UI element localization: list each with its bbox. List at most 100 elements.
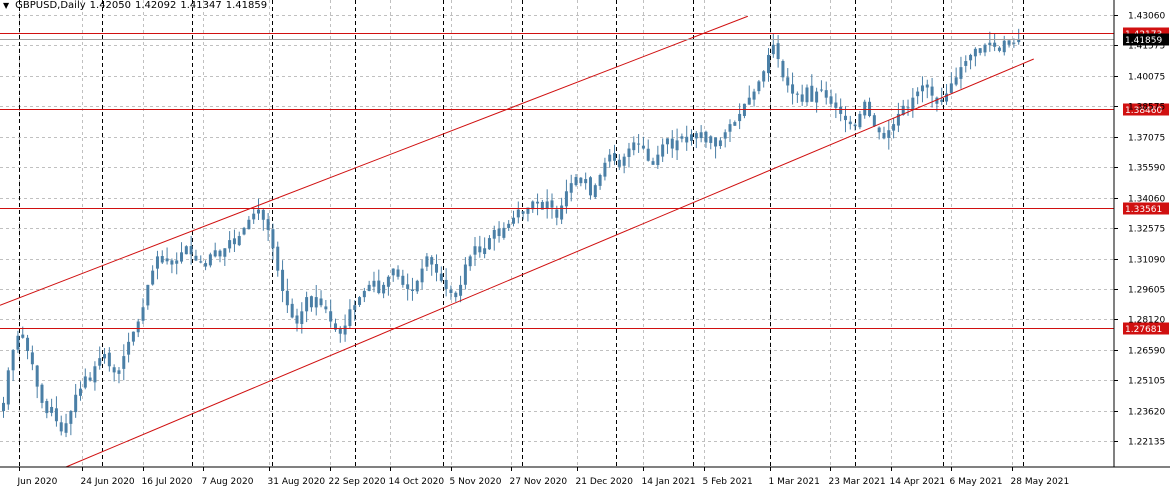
candle	[853, 122, 857, 131]
candle	[232, 229, 236, 252]
xtick-label: 1 Mar 2021	[769, 477, 820, 487]
candle	[795, 91, 799, 103]
candle	[305, 291, 309, 323]
candle	[824, 81, 828, 105]
candle	[11, 349, 15, 382]
candle	[723, 129, 727, 148]
candle	[959, 56, 963, 89]
candle	[382, 282, 386, 299]
ytick-label: 1.25105	[1128, 377, 1165, 387]
candle	[6, 367, 10, 410]
candle	[791, 72, 795, 105]
session-separators	[19, 0, 1024, 467]
candle	[1017, 28, 1021, 45]
candle	[35, 364, 39, 399]
candle	[805, 84, 809, 107]
dropdown-arrow-icon: ▼	[3, 1, 10, 10]
channel-line-lower[interactable]	[65, 58, 1034, 468]
candle	[637, 134, 641, 153]
candle	[266, 213, 270, 242]
ohlc-low: 1.41347	[180, 0, 222, 11]
candle	[848, 115, 852, 130]
candle	[141, 298, 145, 325]
xtick-label: 24 Jun 2020	[81, 477, 135, 487]
candle	[593, 183, 597, 199]
xtick-label: 7 Aug 2020	[202, 477, 254, 487]
candle	[2, 396, 5, 418]
level-price-badge	[1123, 103, 1169, 116]
candle	[30, 345, 34, 371]
candle	[545, 189, 549, 219]
candle	[512, 210, 515, 227]
xtick-label: 23 Mar 2021	[829, 477, 886, 487]
candle	[1007, 40, 1011, 48]
candle	[969, 53, 973, 70]
candle	[401, 269, 405, 288]
candle	[213, 242, 217, 258]
candle	[26, 334, 30, 360]
candle	[762, 70, 766, 88]
candle	[901, 99, 905, 116]
candle	[223, 248, 227, 266]
candle	[949, 72, 953, 95]
candle	[964, 55, 968, 73]
ohlc-open: 1.42050	[89, 0, 132, 11]
chart-symbol-header: ▼ GBPUSD,Daily 1.42050 1.42092 1.41347 1.4185…	[3, 0, 267, 11]
candle	[483, 237, 487, 259]
candle	[536, 193, 540, 216]
candle	[271, 223, 275, 261]
candle	[598, 173, 602, 190]
candle	[526, 207, 530, 222]
candle	[160, 250, 164, 265]
candle	[439, 266, 443, 283]
candle	[829, 89, 833, 108]
candle	[194, 249, 198, 262]
candle	[973, 47, 977, 67]
candle	[800, 84, 804, 106]
candle	[502, 222, 506, 240]
last-price-label: 1.41859	[1125, 36, 1162, 46]
channel-line-upper[interactable]	[0, 15, 748, 306]
candle	[353, 300, 357, 321]
candle	[459, 275, 463, 303]
candle	[309, 295, 313, 312]
candle	[521, 211, 525, 220]
candle	[180, 242, 184, 264]
ytick-label: 1.43060	[1128, 12, 1165, 22]
candle	[333, 318, 337, 332]
candle	[531, 200, 535, 213]
candle	[718, 137, 722, 149]
candle	[516, 201, 520, 224]
candle	[218, 249, 222, 263]
xtick-label: 6 May 2021	[950, 477, 1003, 487]
candle	[579, 177, 583, 187]
candle	[208, 252, 212, 268]
candle	[930, 77, 934, 108]
candle	[199, 255, 203, 264]
ytick-label: 1.22135	[1128, 438, 1165, 448]
candle	[151, 265, 155, 286]
candle	[675, 128, 679, 160]
candle	[925, 79, 929, 99]
price-axis[interactable]: 1.43060 1.41575 1.40075 1.38575 1.37075 1.355…	[1113, 0, 1165, 467]
candle	[733, 120, 737, 126]
candle	[377, 269, 381, 295]
candle	[93, 361, 97, 391]
candle	[247, 216, 251, 230]
candle	[858, 110, 862, 130]
candle	[815, 87, 819, 113]
candle	[83, 368, 87, 390]
candle	[112, 364, 116, 382]
time-axis[interactable]: Jun 2020 24 Jun 2020 16 Jul 2020 7 Aug 2020…	[0, 466, 1170, 487]
ytick-label: 1.28120	[1128, 316, 1165, 326]
candle	[285, 278, 289, 313]
candle	[983, 43, 987, 57]
trend-channel[interactable]	[0, 15, 1034, 468]
candle	[622, 153, 626, 174]
candle	[358, 296, 362, 307]
candle	[276, 241, 280, 277]
candle	[136, 318, 140, 338]
candle	[752, 88, 756, 107]
